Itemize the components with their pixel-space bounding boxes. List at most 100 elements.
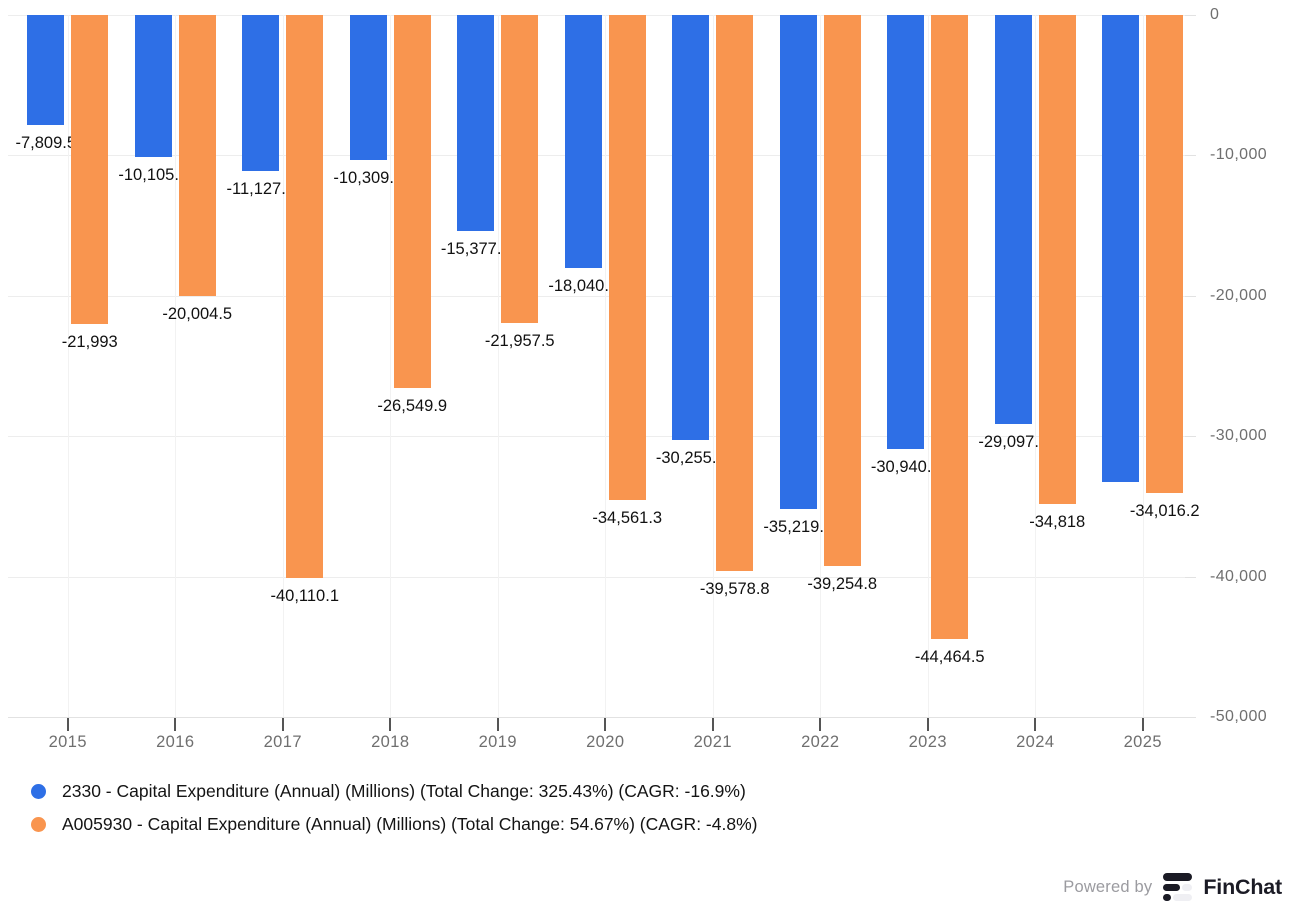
x-axis-tick — [819, 718, 822, 731]
powered-by-text: Powered by — [1063, 877, 1153, 896]
y-axis-label: -40,000 — [1210, 567, 1268, 585]
x-gridline — [605, 15, 607, 717]
bar-value-label: -34,561.3 — [592, 509, 663, 528]
legend-label-2330: 2330 - Capital Expenditure (Annual) (Mil… — [62, 781, 746, 801]
x-axis-year-label: 2016 — [156, 733, 195, 751]
x-axis-line — [8, 717, 1196, 718]
y-axis-tick — [1185, 155, 1196, 157]
x-axis-tick — [1141, 718, 1144, 731]
bar-2330-2021[interactable] — [672, 15, 710, 440]
bar-value-label: -20,004.5 — [162, 304, 233, 323]
bar-2330-2017[interactable] — [242, 15, 280, 172]
bar-2330-2023[interactable] — [887, 15, 925, 450]
y-axis-label: -50,000 — [1210, 708, 1268, 725]
bar-value-label: -40,110.1 — [270, 587, 340, 606]
bar-value-label: -10,105.2 — [118, 165, 189, 184]
bar-value-label: -15,377.6 — [440, 239, 511, 258]
x-axis-tick — [389, 718, 392, 731]
x-gridline — [712, 15, 714, 717]
x-axis-year-label: 2020 — [586, 733, 625, 751]
bar-2330-2016[interactable] — [134, 15, 172, 157]
y-axis-tick — [1185, 436, 1196, 438]
bar-2330-2019[interactable] — [457, 15, 495, 231]
x-gridline — [390, 15, 392, 717]
bar-value-label: -11,127.2 — [226, 180, 296, 199]
bar-a005930-2016[interactable] — [178, 15, 216, 296]
x-gridline — [820, 15, 822, 717]
bar-a005930-2015[interactable] — [71, 15, 109, 324]
legend-item-a005930[interactable]: A005930 - Capital Expenditure (Annual) (… — [31, 814, 757, 835]
bar-value-label: -7,809.5 — [15, 133, 77, 152]
x-axis-tick — [496, 718, 499, 731]
y-axis-tick — [1185, 295, 1196, 297]
x-gridline — [67, 15, 69, 717]
finchat-brand-text: FinChat — [1203, 874, 1282, 899]
bar-2330-2022[interactable] — [779, 15, 817, 510]
x-axis-tick — [66, 718, 69, 731]
y-gridline — [8, 295, 1185, 297]
bar-a005930-2022[interactable] — [823, 15, 861, 567]
x-axis-tick — [1034, 718, 1037, 731]
bar-value-label: -29,097.7 — [978, 432, 1049, 451]
y-gridline — [8, 576, 1185, 578]
bar-a005930-2017[interactable] — [286, 15, 324, 579]
bar-a005930-2020[interactable] — [608, 15, 646, 501]
x-axis-year-label: 2022 — [801, 733, 840, 751]
bar-value-label: -18,040.3 — [548, 277, 619, 296]
bar-value-label: -21,957.5 — [484, 332, 555, 351]
x-axis-year-label: 2021 — [693, 733, 732, 751]
bar-value-label: -21,993 — [61, 332, 118, 351]
finchat-logo-icon — [1163, 873, 1193, 901]
y-axis-label: 0 — [1210, 6, 1220, 23]
bar-a005930-2023[interactable] — [931, 15, 969, 640]
x-axis-tick — [926, 718, 929, 731]
x-axis-year-label: 2017 — [263, 733, 302, 751]
bar-a005930-2019[interactable] — [501, 15, 539, 324]
x-gridline — [282, 15, 284, 717]
bar-2330-2020[interactable] — [564, 15, 602, 269]
bar-a005930-2018[interactable] — [393, 15, 431, 388]
x-gridline — [1035, 15, 1037, 717]
bar-value-label: -26,549.9 — [377, 396, 448, 415]
x-gridline — [1142, 15, 1144, 717]
bar-2330-2015[interactable] — [27, 15, 65, 125]
bar-value-label: -10,309.8 — [333, 168, 404, 187]
x-gridline — [175, 15, 177, 717]
bar-a005930-2025[interactable] — [1146, 15, 1184, 493]
y-axis-label: -20,000 — [1210, 286, 1268, 304]
x-axis-tick — [711, 718, 714, 731]
x-axis-tick — [281, 718, 284, 731]
bar-2330-2025[interactable] — [1102, 15, 1140, 482]
bar-value-label: -30,255.5 — [655, 448, 726, 467]
x-axis-tick — [174, 718, 177, 731]
bar-value-label: -44,464.5 — [914, 648, 985, 667]
bar-value-label: -34,016.2 — [1129, 501, 1200, 520]
y-axis-tick — [1185, 15, 1196, 16]
powered-by-finchat[interactable]: Powered by FinChat — [1063, 869, 1282, 905]
x-axis-year-label: 2025 — [1123, 733, 1162, 751]
bar-value-label: -39,254.8 — [807, 575, 878, 594]
y-axis-tick — [1185, 576, 1196, 578]
x-axis-year-label: 2023 — [908, 733, 947, 751]
bar-2330-2024[interactable] — [994, 15, 1032, 424]
legend-dot-orange-icon — [31, 817, 46, 832]
bar-a005930-2021[interactable] — [716, 15, 754, 571]
x-axis-year-label: 2018 — [371, 733, 410, 751]
legend-label-a005930: A005930 - Capital Expenditure (Annual) (… — [62, 814, 758, 834]
x-axis-year-label: 2024 — [1016, 733, 1055, 751]
bar-2330-2018[interactable] — [349, 15, 387, 160]
bar-value-label: -30,940.7 — [870, 458, 941, 477]
x-axis-tick — [604, 718, 607, 731]
bar-value-label: -35,219.2 — [763, 518, 834, 537]
x-gridline — [497, 15, 499, 717]
chart-legend: 2330 - Capital Expenditure (Annual) (Mil… — [31, 781, 757, 847]
bar-a005930-2024[interactable] — [1038, 15, 1076, 504]
x-axis-year-label: 2019 — [478, 733, 517, 751]
y-gridline — [8, 436, 1185, 438]
x-axis-year-label: 2015 — [48, 733, 87, 751]
y-axis-label: -10,000 — [1210, 146, 1268, 164]
bar-value-label: -39,578.8 — [699, 579, 770, 598]
legend-dot-blue-icon — [31, 784, 46, 799]
legend-item-2330[interactable]: 2330 - Capital Expenditure (Annual) (Mil… — [31, 781, 757, 802]
